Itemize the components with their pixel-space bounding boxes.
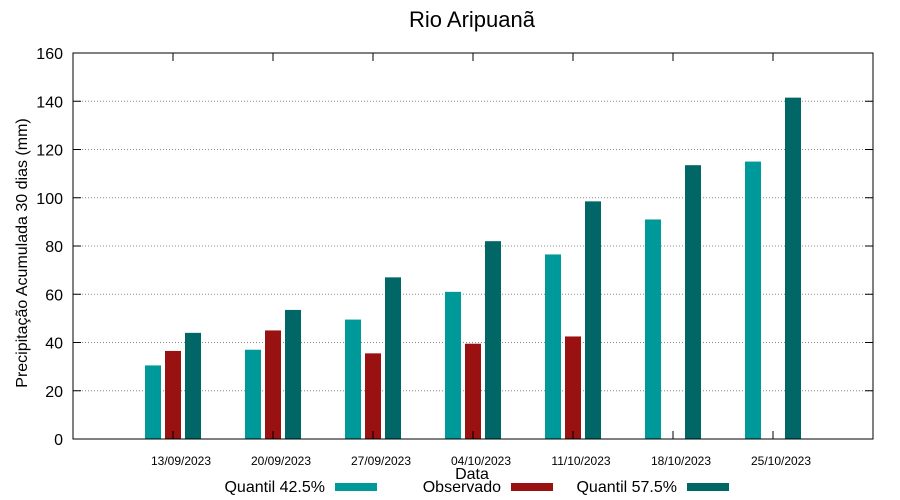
legend-label: Quantil 42.5%: [224, 479, 325, 496]
x-tick-label: 20/09/2023: [251, 454, 311, 468]
x-axis-ticks: 13/09/2023 20/09/2023 27/09/2023 04/10/2023…: [151, 53, 811, 468]
bar-quantil-42-5--5: [645, 219, 661, 439]
bar-quantil-42-5--1: [245, 349, 261, 439]
legend: Quantil 42.5% Observado Quantil 57.5%: [224, 479, 729, 496]
bar-quantil-42-5--2: [345, 319, 361, 439]
y-tick-label: 120: [36, 143, 63, 160]
y-axis-ticks: 0 20 40 60 80 100 120 140 160: [36, 46, 873, 449]
y-tick-label: 160: [36, 46, 63, 63]
x-tick-label: 04/10/2023: [451, 454, 511, 468]
bar-observado-0: [165, 350, 181, 439]
x-tick-label: 11/10/2023: [551, 454, 610, 468]
legend-label: Quantil 57.5%: [576, 479, 677, 496]
bar-quantil-57-5--1: [285, 309, 301, 439]
y-tick-label: 20: [45, 384, 63, 401]
bar-quantil-42-5--3: [445, 291, 461, 439]
y-tick-label: 0: [54, 432, 63, 449]
bar-quantil-57-5--6: [785, 97, 801, 439]
legend-swatch: [335, 483, 377, 491]
x-tick-label: 18/10/2023: [651, 454, 711, 468]
bar-quantil-42-5--6: [745, 161, 761, 439]
bars: [145, 97, 801, 439]
bar-quantil-42-5--0: [145, 365, 161, 439]
y-axis-label: Precipitação Acumulada 30 dias (mm): [14, 118, 31, 387]
legend-swatch: [687, 483, 729, 491]
x-tick-label: 25/10/2023: [751, 454, 811, 468]
bar-quantil-57-5--4: [585, 201, 601, 439]
bar-observado-1: [265, 330, 281, 439]
bar-quantil-42-5--4: [545, 254, 561, 439]
y-tick-label: 100: [36, 191, 63, 208]
bar-quantil-57-5--0: [185, 332, 201, 439]
bar-quantil-57-5--5: [685, 165, 701, 439]
y-tick-label: 140: [36, 94, 63, 111]
y-tick-label: 60: [45, 287, 63, 304]
legend-swatch: [511, 483, 553, 491]
x-tick-label: 27/09/2023: [351, 454, 411, 468]
y-tick-label: 40: [45, 336, 63, 353]
bar-quantil-57-5--2: [385, 277, 401, 439]
bar-quantil-57-5--3: [485, 241, 501, 439]
y-tick-label: 80: [45, 239, 63, 256]
bar-observado-4: [565, 336, 581, 439]
legend-label: Observado: [423, 479, 501, 496]
bar-observado-2: [365, 353, 381, 439]
x-tick-label: 13/09/2023: [151, 454, 211, 468]
bar-observado-3: [465, 343, 481, 439]
x-axis-label: Data: [455, 466, 489, 483]
chart-title: Rio Aripuanã: [409, 7, 536, 32]
gridlines: [73, 100, 873, 392]
